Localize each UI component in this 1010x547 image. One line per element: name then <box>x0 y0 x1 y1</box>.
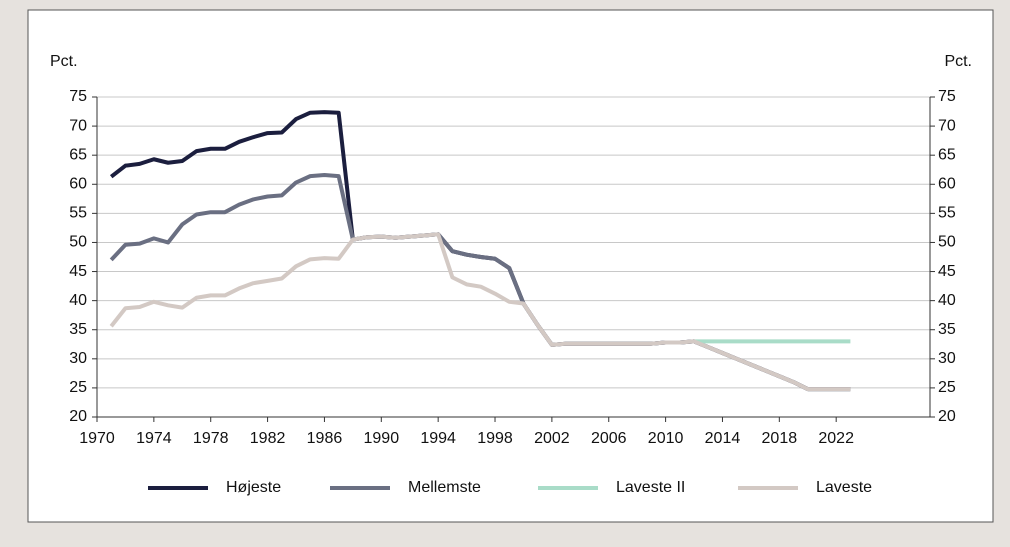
y-tick-label: 20 <box>69 408 87 425</box>
y-tick-label: 65 <box>69 146 87 163</box>
y2-tick-label: 65 <box>938 146 956 163</box>
panel <box>27 9 994 523</box>
series-line <box>109 232 851 392</box>
y2-tick-label: 75 <box>938 88 956 105</box>
legend-label: Højeste <box>226 479 281 496</box>
y-tick-label: 25 <box>69 379 87 396</box>
x-tick-label: 1970 <box>79 430 115 447</box>
y2-tick-label: 45 <box>938 263 956 280</box>
x-tick-label: 2006 <box>591 430 627 447</box>
x-tick-label: 2002 <box>534 430 570 447</box>
x-tick-label: 2018 <box>762 430 798 447</box>
x-tick-label: 2022 <box>818 430 854 447</box>
x-tick-label: 1990 <box>364 430 400 447</box>
y-tick-label: 70 <box>69 117 87 134</box>
y2-tick-label: 25 <box>938 379 956 396</box>
legend-label: Laveste <box>816 479 872 496</box>
x-tick-label: 1998 <box>477 430 513 447</box>
y2-tick-label: 20 <box>938 408 956 425</box>
y2-tick-label: 55 <box>938 205 956 222</box>
x-tick-label: 2014 <box>705 430 741 447</box>
y-tick-label: 40 <box>69 292 87 309</box>
y2-tick-label: 40 <box>938 292 956 309</box>
y2-axis-label: Pct. <box>944 53 972 70</box>
x-tick-label: 1982 <box>250 430 286 447</box>
x-tick-label: 1978 <box>193 430 229 447</box>
y-tick-label: 55 <box>69 205 87 222</box>
x-tick-label: 2010 <box>648 430 684 447</box>
y-tick-label: 60 <box>69 175 87 192</box>
y2-tick-label: 35 <box>938 321 956 338</box>
x-tick-label: 1974 <box>136 430 172 447</box>
y2-tick-label: 50 <box>938 234 956 251</box>
legend-label: Laveste II <box>616 479 685 496</box>
y-axis-label: Pct. <box>50 53 78 70</box>
y-tick-label: 75 <box>69 88 87 105</box>
y-tick-label: 30 <box>69 350 87 367</box>
y2-tick-label: 70 <box>938 117 956 134</box>
y2-tick-label: 30 <box>938 350 956 367</box>
y2-tick-label: 60 <box>938 175 956 192</box>
legend-label: Mellemste <box>408 479 481 496</box>
x-tick-label: 1986 <box>307 430 343 447</box>
y-tick-label: 50 <box>69 234 87 251</box>
x-tick-label: 1994 <box>420 430 456 447</box>
y-tick-label: 45 <box>69 263 87 280</box>
y-tick-label: 35 <box>69 321 87 338</box>
